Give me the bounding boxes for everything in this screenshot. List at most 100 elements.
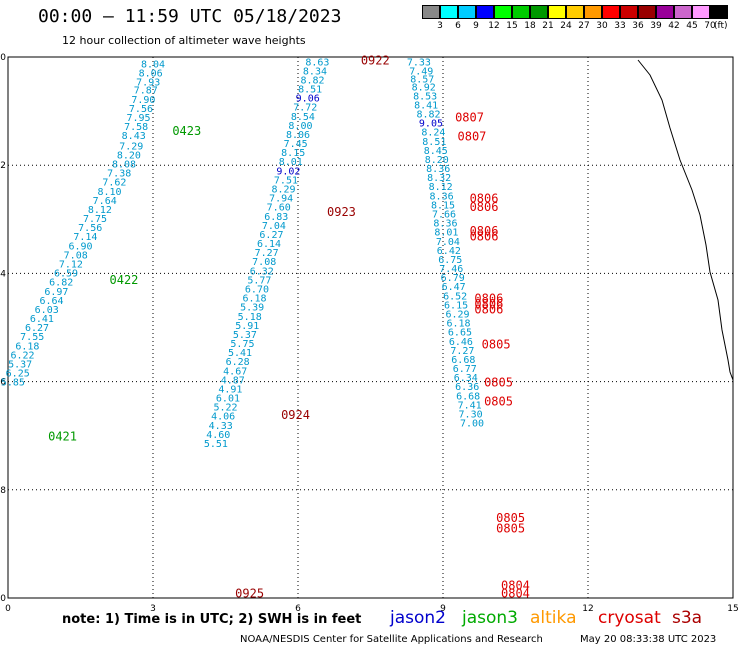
y-tick-label: -26 [0,378,6,388]
wave-height-value: 6.46 [449,337,473,348]
time-label: 0923 [327,205,356,219]
wave-height-value: 8.36 [430,191,454,202]
wave-height-value: 8.63 [305,57,329,68]
colorbar-swatch [512,5,530,19]
wave-height-value: 8.04 [141,60,165,71]
axis-ticks: 0 3 6 9 12 15 -20 -22 -24 -26 -28 -30 [0,53,739,614]
x-tick-label: 6 [295,604,301,614]
wave-height-value: 7.94 [269,194,293,205]
wave-height-value: 5.77 [247,275,271,286]
colorbar-label: 33 [614,21,626,31]
wave-height-value: 7.46 [439,264,463,275]
wave-height-value: 6.77 [453,364,477,375]
wave-height-value: 5.37 [233,330,257,341]
wave-height-value: 7.64 [93,196,117,207]
wave-height-value: 8.54 [291,112,315,123]
wave-height-value: 4.33 [209,421,233,432]
wave-height-value: 7.27 [255,248,279,259]
time-label: 0806 [470,224,499,238]
y-tick-label: -22 [0,161,6,171]
wave-height-value: 7.00 [460,419,484,430]
wave-height-value: 7.56 [129,104,153,115]
wave-height-value: 5.37 [8,359,32,370]
wave-height-value: 7.04 [262,221,286,232]
wave-height-value: 6.18 [15,341,39,352]
wave-height-value: 7.55 [20,332,44,343]
wave-height-value: 6.01 [216,394,240,405]
wave-height-value: 6.27 [259,230,283,241]
wave-height-value: 8.51 [422,137,446,148]
wave-height-value: 8.01 [279,157,303,168]
colorbar-label: 12 [488,21,500,31]
colorbar-swatch [422,5,440,19]
wave-height-value: 7.12 [59,259,83,270]
wave-height-value: 6.97 [44,287,68,298]
time-label: 0804 [501,578,530,592]
wave-height-value: 8.10 [97,187,121,198]
wave-height-value: 5.51 [204,439,228,450]
footer-credit: NOAA/NESDIS Center for Satellite Applica… [240,634,543,645]
wave-height-value: 6.68 [451,355,475,366]
wave-height-value: 8.82 [300,75,324,86]
wave-height-value: 7.58 [124,122,148,133]
wave-height-value: 4.60 [206,430,230,441]
wave-height-value: 5.18 [238,312,262,323]
wave-height-value: 8.08 [112,160,136,171]
colorbar-swatch [602,5,620,19]
wave-height-value: 8.36 [426,164,450,175]
time-label: 0805 [484,376,513,390]
wave-height-value: 6.75 [438,255,462,266]
wave-height-value: 7.14 [73,232,97,243]
satellite-label-s3a: s3a [672,608,703,628]
colorbar-label: 15 [506,21,518,31]
wave-height-value: 6.14 [257,239,281,250]
satellite-label-jason3: jason3 [462,608,518,628]
colorbar-label: 42 [668,21,680,31]
colorbar-swatch [656,5,674,19]
wave-height-value: 5.85 [1,378,25,389]
x-tick-label: 3 [150,604,156,614]
wave-height-value: 8.06 [139,69,163,80]
wave-height-value: 7.29 [119,141,143,152]
wave-height-value: 6.41 [30,314,54,325]
wave-height-value: 8.51 [298,85,322,96]
wave-height-value: 8.34 [303,66,327,77]
time-label: 0423 [172,124,201,138]
colorbar-swatch [440,5,458,19]
x-tick-label: 15 [727,604,738,614]
wave-height-value: 6.52 [443,291,467,302]
time-label: 0807 [458,129,487,143]
time-label: 0804 [501,587,530,601]
colorbar-label: 9 [473,21,479,31]
time-label: 0421 [48,430,77,444]
colorbar-swatch [566,5,584,19]
wave-height-value: 6.64 [39,296,63,307]
wave-height-value: 8.24 [421,128,445,139]
colorbar-swatch [476,5,494,19]
wave-height-value: 6.83 [264,212,288,223]
wave-height-value: 7.04 [436,237,460,248]
wave-height-value: 6.34 [454,373,478,384]
time-label: 0805 [496,522,525,536]
wave-height-value: 8.12 [429,182,453,193]
wave-height-value: 7.51 [274,175,298,186]
wave-height-value: 8.43 [122,131,146,142]
y-tick-label: -20 [0,53,6,63]
footer-note: note: 1) Time is in UTC; 2) SWH is in fe… [62,612,362,627]
wave-height-value: 8.53 [413,91,437,102]
wave-height-value: 5.75 [230,339,254,350]
wave-height-value: 6.27 [25,323,49,334]
time-label: 0805 [496,511,525,525]
wave-height-value: 7.90 [131,95,155,106]
colorbar-label: 24 [560,21,572,31]
time-label: 0806 [474,292,503,306]
colorbar-swatch [458,5,476,19]
wave-height-value: 7.30 [459,409,483,420]
colorbar-label: 30 [596,21,608,31]
colorbar-label: 45 [686,21,698,31]
time-label: 0924 [281,408,310,422]
colorbar-swatch [692,5,710,19]
x-tick-label: 0 [5,604,11,614]
plot-frame [7,56,734,599]
